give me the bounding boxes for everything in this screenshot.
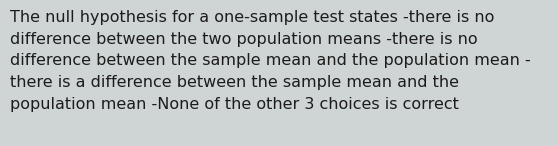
Text: The null hypothesis for a one-sample test states -there is no
difference between: The null hypothesis for a one-sample tes… [10, 10, 531, 112]
